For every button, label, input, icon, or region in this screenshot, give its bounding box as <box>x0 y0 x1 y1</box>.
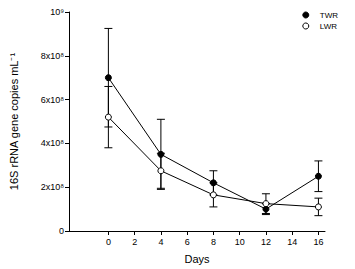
svg-text:4: 4 <box>158 237 163 247</box>
svg-text:14: 14 <box>287 237 297 247</box>
svg-text:12: 12 <box>261 237 271 247</box>
svg-text:8: 8 <box>211 237 216 247</box>
svg-text:10: 10 <box>235 237 245 247</box>
svg-text:0: 0 <box>106 237 111 247</box>
svg-text:Days: Days <box>184 253 210 265</box>
svg-text:2x10⁸: 2x10⁸ <box>41 182 65 192</box>
svg-text:6x10⁸: 6x10⁸ <box>41 95 65 105</box>
svg-text:6: 6 <box>185 237 190 247</box>
svg-text:LWR: LWR <box>320 22 337 31</box>
svg-text:16S rRNA gene copies mL⁻¹: 16S rRNA gene copies mL⁻¹ <box>8 53 20 191</box>
svg-text:16: 16 <box>313 237 323 247</box>
svg-text:TWR: TWR <box>320 11 338 20</box>
svg-text:2: 2 <box>132 237 137 247</box>
svg-text:8x10⁸: 8x10⁸ <box>41 51 65 61</box>
svg-text:0: 0 <box>59 226 64 236</box>
svg-text:10⁹: 10⁹ <box>50 7 64 17</box>
svg-text:4x10⁸: 4x10⁸ <box>41 138 65 148</box>
